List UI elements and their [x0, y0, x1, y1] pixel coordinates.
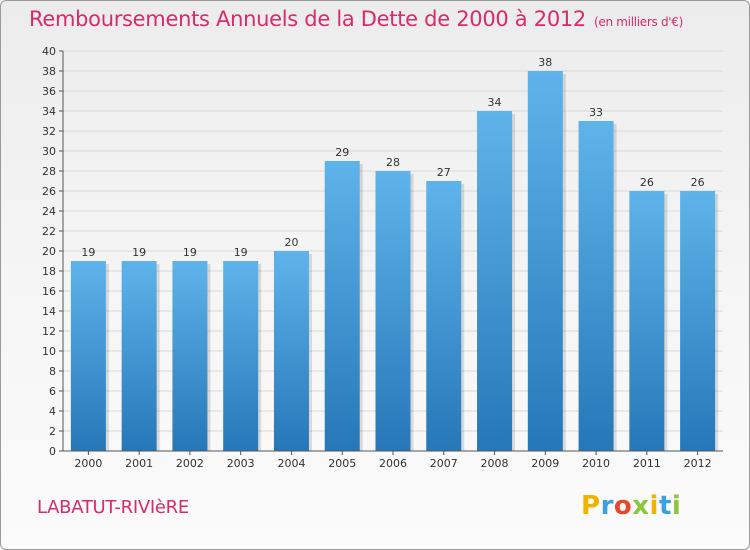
y-tick-label: 8: [49, 365, 56, 378]
bar: [680, 191, 716, 451]
bars: [70, 71, 719, 451]
y-tick-label: 24: [42, 205, 56, 218]
y-tick-label: 12: [42, 325, 56, 338]
bar: [273, 251, 309, 451]
y-tick-label: 16: [42, 285, 56, 298]
y-tick-label: 38: [42, 65, 56, 78]
y-tick-label: 0: [49, 445, 56, 458]
logo-letter: i: [671, 491, 682, 521]
bar-value-label: 26: [640, 176, 654, 189]
x-tick-label: 2003: [227, 457, 255, 470]
bar: [223, 261, 259, 451]
bar: [477, 111, 513, 451]
x-tick-label: 2008: [481, 457, 509, 470]
y-tick-label: 4: [49, 405, 56, 418]
logo-letter: t: [658, 491, 672, 521]
y-tick-label: 32: [42, 125, 56, 138]
logo-letter: x: [632, 491, 650, 521]
unit-note: (en milliers d'€): [594, 15, 684, 29]
bar: [629, 191, 665, 451]
x-tick-label: 2007: [430, 457, 458, 470]
x-tick-label: 2010: [582, 457, 610, 470]
logo-letter: o: [613, 491, 633, 521]
bar-value-label: 20: [284, 236, 298, 249]
bar-value-label: 38: [538, 56, 552, 69]
logo-letter: r: [600, 491, 614, 521]
bar: [578, 121, 614, 451]
bar: [70, 261, 106, 451]
bar: [121, 261, 157, 451]
x-tick-label: 2011: [633, 457, 661, 470]
bar-value-label: 19: [81, 246, 95, 259]
x-tick-label: 2006: [379, 457, 407, 470]
y-tick-label: 20: [42, 245, 56, 258]
bar-value-label: 19: [132, 246, 146, 259]
y-tick-label: 18: [42, 265, 56, 278]
y-tick-label: 6: [49, 385, 56, 398]
x-tick-label: 2009: [531, 457, 559, 470]
bar-value-label: 26: [691, 176, 705, 189]
labels: 0246810121416182022242628303234363840192…: [42, 45, 712, 470]
bar: [527, 71, 563, 451]
bar: [375, 171, 411, 451]
x-tick-label: 2000: [74, 457, 102, 470]
y-tick-label: 28: [42, 165, 56, 178]
bar: [172, 261, 208, 451]
bar: [426, 181, 462, 451]
bar-value-label: 29: [335, 146, 349, 159]
y-tick-label: 40: [42, 45, 56, 58]
bar-value-label: 27: [437, 166, 451, 179]
bar-value-label: 33: [589, 106, 603, 119]
y-tick-label: 30: [42, 145, 56, 158]
title-text: Remboursements Annuels de la Dette de 20…: [29, 7, 586, 31]
x-tick-label: 2012: [684, 457, 712, 470]
logo-letter: i: [649, 491, 659, 521]
bar: [324, 161, 360, 451]
location-name: LABATUT-RIVIèRE: [37, 497, 189, 518]
bar-value-label: 19: [183, 246, 197, 259]
y-tick-label: 22: [42, 225, 56, 238]
x-tick-label: 2001: [125, 457, 153, 470]
x-tick-label: 2005: [328, 457, 356, 470]
y-tick-label: 14: [42, 305, 56, 318]
y-tick-label: 10: [42, 345, 56, 358]
proxiti-logo[interactable]: Proxiti: [581, 491, 681, 521]
logo-letter: P: [581, 491, 601, 521]
x-tick-label: 2002: [176, 457, 204, 470]
y-tick-label: 36: [42, 85, 56, 98]
axes: [59, 50, 723, 455]
y-tick-label: 34: [42, 105, 56, 118]
chart-title: Remboursements Annuels de la Dette de 20…: [29, 7, 683, 31]
bar-value-label: 28: [386, 156, 400, 169]
y-tick-label: 26: [42, 185, 56, 198]
bar-value-label: 34: [488, 96, 502, 109]
x-tick-label: 2004: [277, 457, 305, 470]
y-tick-label: 2: [49, 425, 56, 438]
bar-value-label: 19: [234, 246, 248, 259]
